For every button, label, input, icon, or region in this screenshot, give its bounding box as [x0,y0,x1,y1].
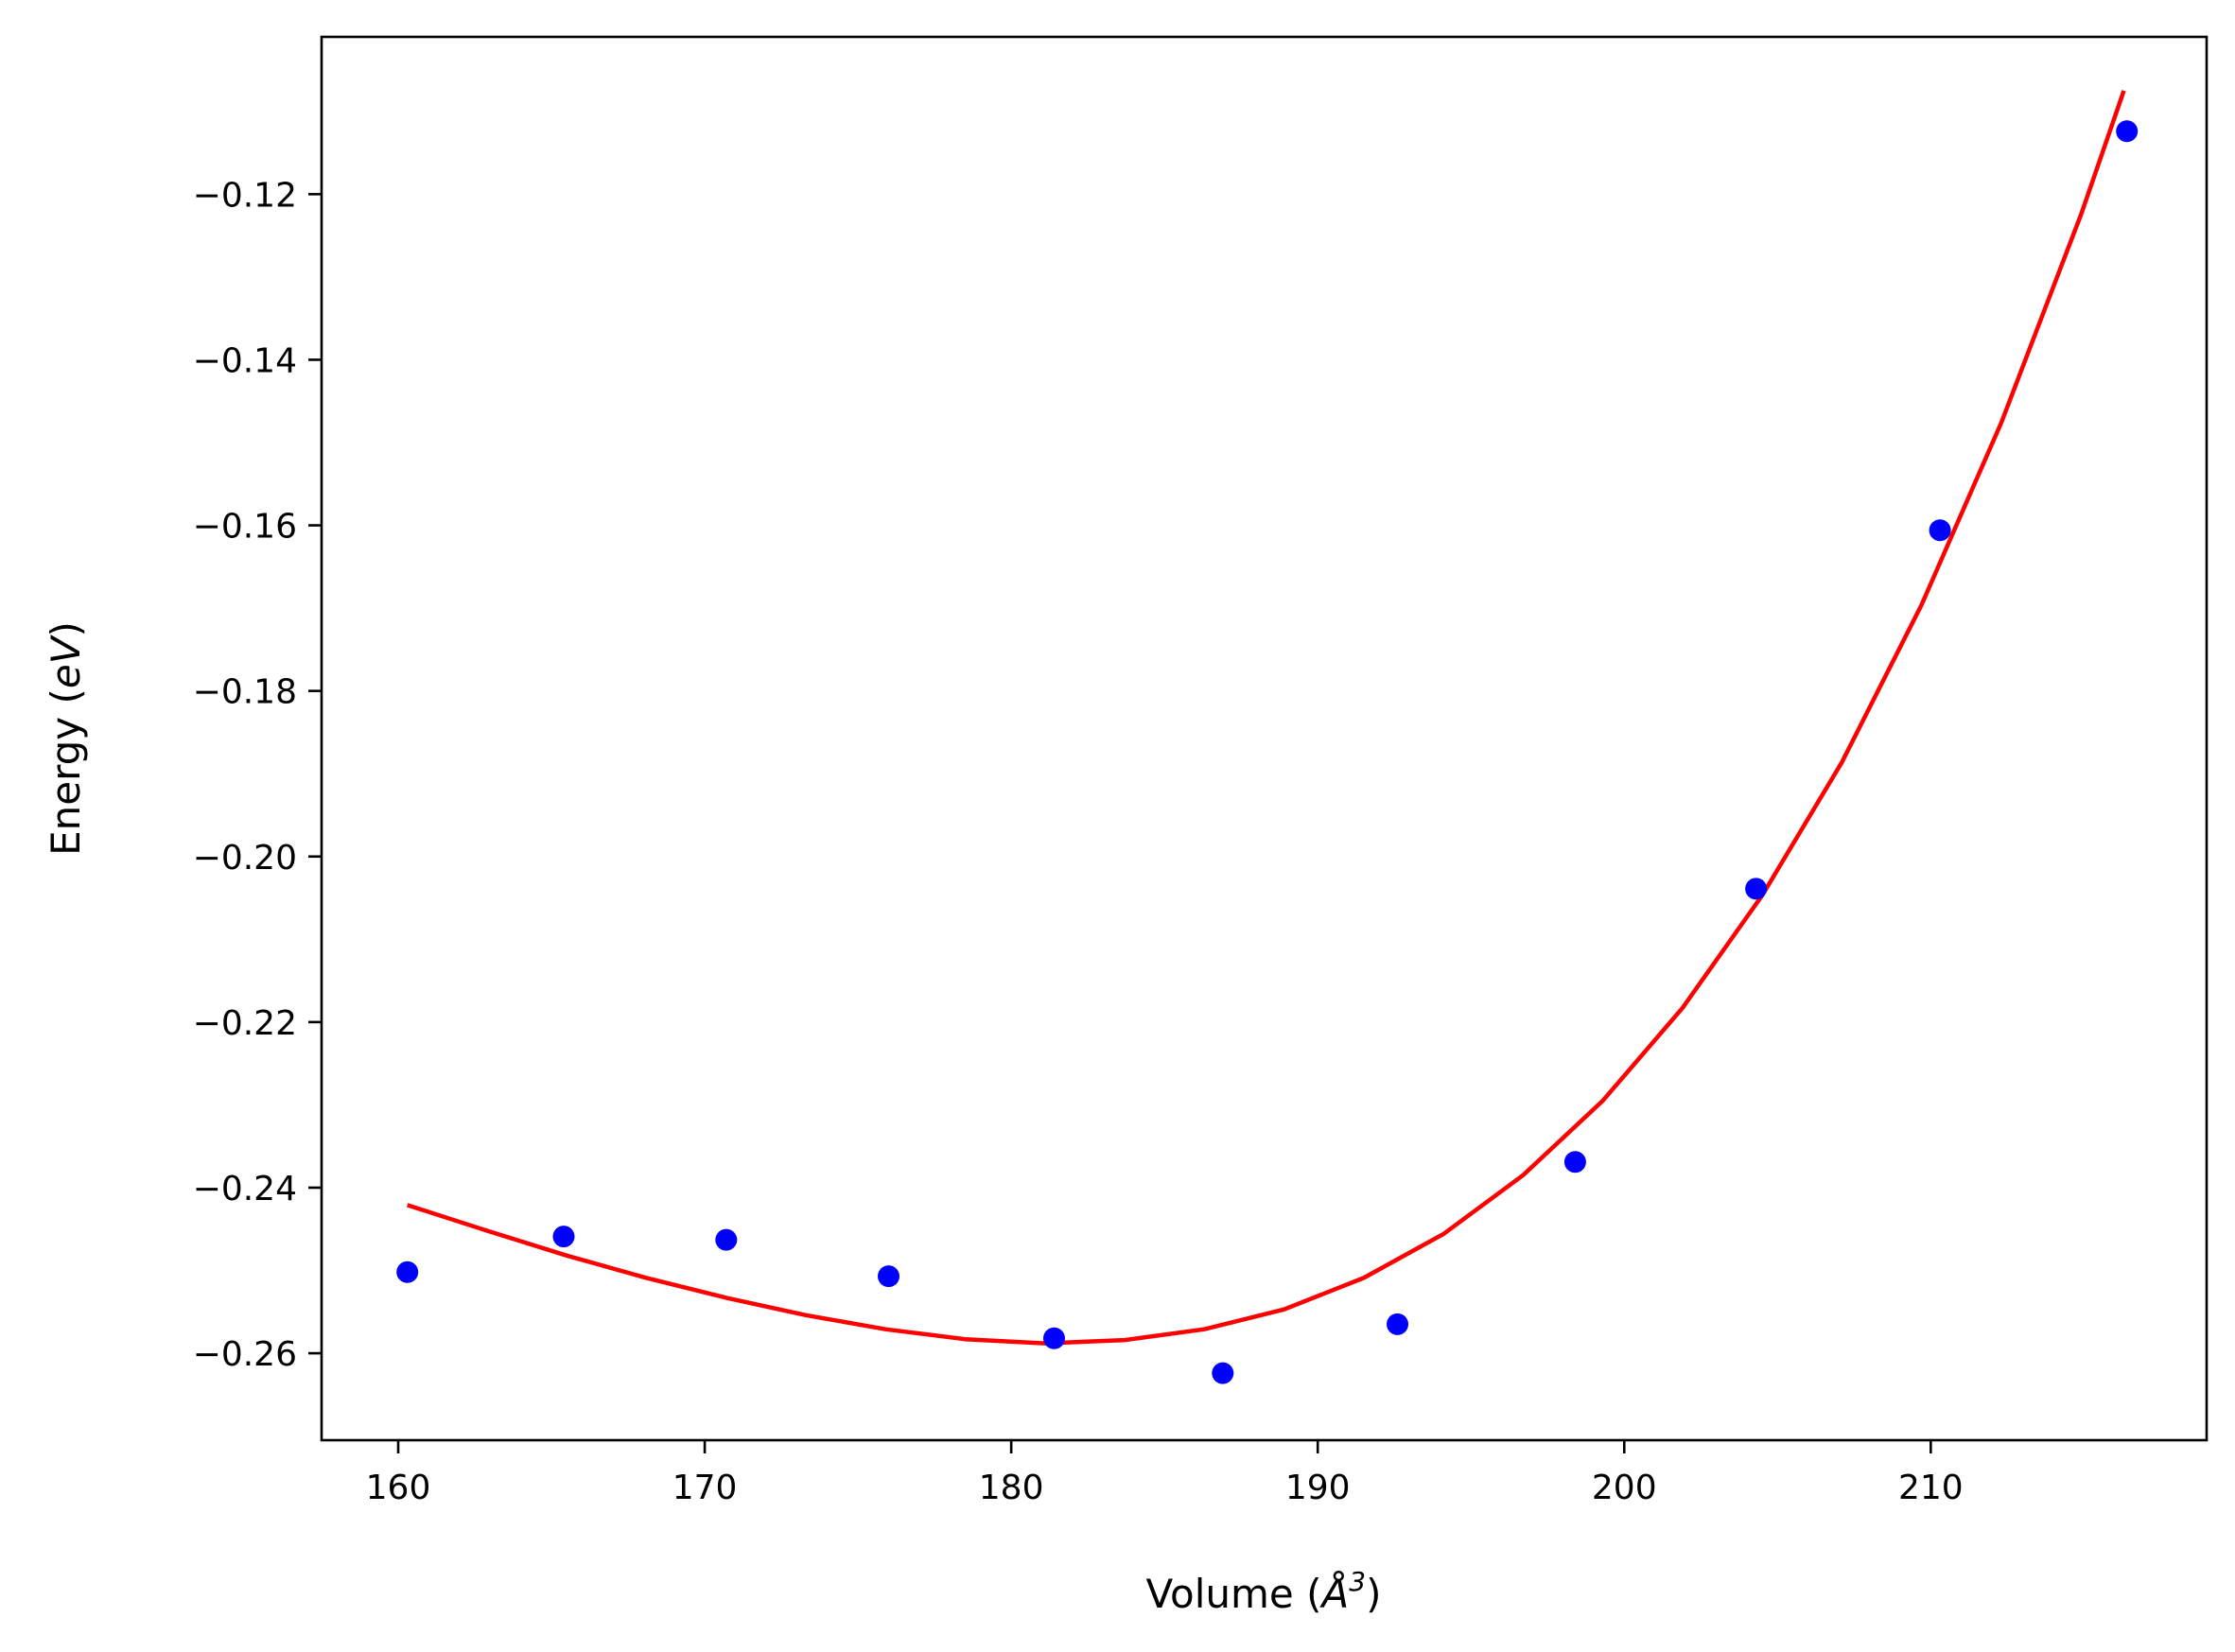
data-point [1563,1151,1586,1174]
y-tick-label: −0.26 [193,1335,297,1374]
data-point [1387,1313,1408,1335]
y-tick-label: −0.14 [193,341,297,380]
x-tick-label: 190 [1285,1469,1351,1507]
fit-curve-layer [407,90,2126,1346]
plot-frame [320,35,2209,1442]
y-tick-label: −0.12 [193,176,297,215]
data-point [1043,1327,1065,1349]
data-point [878,1265,899,1288]
y-tick-label: −0.18 [193,673,297,712]
x-axis-label: Volume (Å3) [1146,1566,1382,1617]
x-axis-ticks: 160 170 180 190 200 210 [366,1440,1964,1507]
x-tick-label: 210 [1898,1469,1964,1507]
data-point [1929,519,1951,542]
y-axis-ticks: −0.26 −0.24 −0.22 −0.20 −0.18 −0.16 −0.14 −0.12 [193,176,322,1374]
y-tick-label: −0.20 [193,839,297,878]
data-point [396,1261,419,1283]
fit-curve [407,90,2126,1346]
data-point [552,1226,575,1248]
y-tick-label: −0.16 [193,508,297,547]
data-point [1745,878,1768,900]
x-tick-label: 160 [366,1469,431,1507]
data-points-layer [396,120,2139,1384]
x-tick-label: 170 [672,1469,738,1507]
y-tick-label: −0.24 [193,1170,297,1209]
data-point [2116,120,2139,143]
x-tick-label: 180 [979,1469,1044,1507]
data-point [1212,1362,1234,1384]
data-point [715,1228,738,1251]
y-axis-label: Energy (eV) [43,621,89,856]
y-tick-label: −0.22 [193,1004,297,1043]
x-tick-label: 200 [1592,1469,1657,1507]
